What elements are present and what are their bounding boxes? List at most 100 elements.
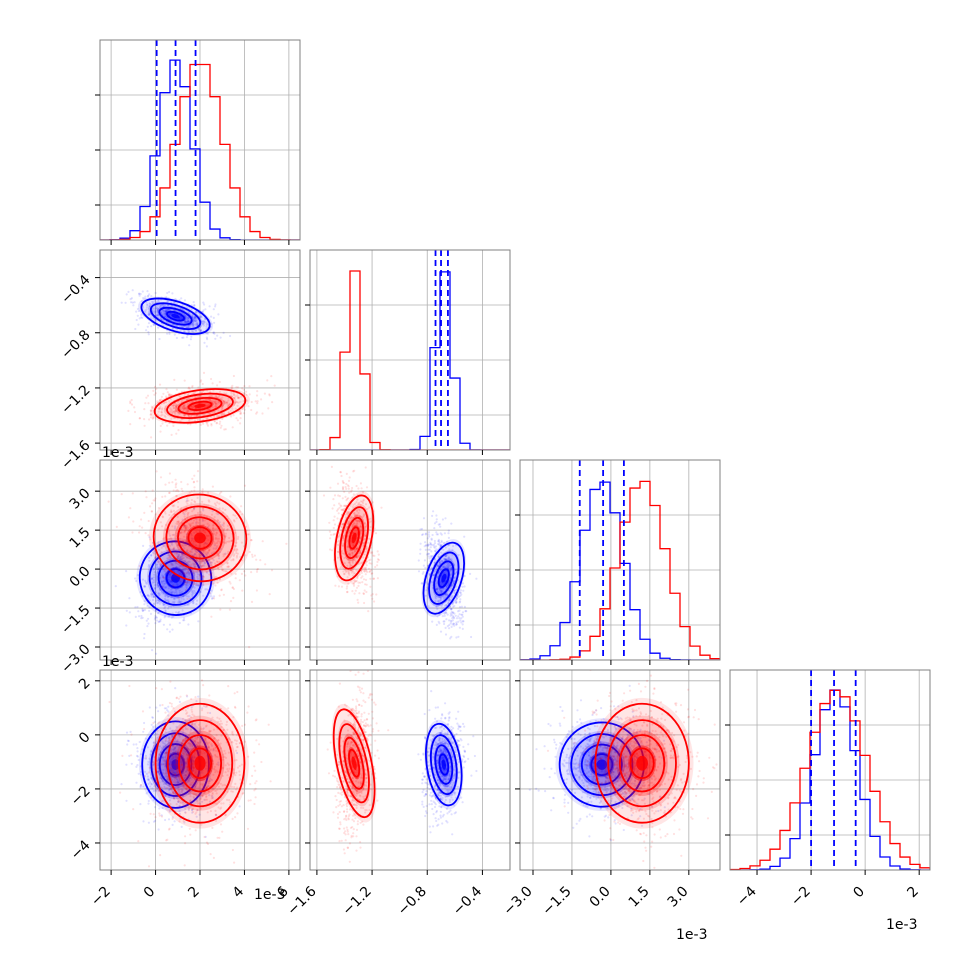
sample-point [173, 738, 177, 741]
density-band [194, 403, 206, 408]
sample-point [359, 552, 362, 555]
sample-point [461, 615, 464, 618]
sample-point [182, 407, 185, 410]
sample-point [191, 314, 194, 317]
sample-point [174, 405, 178, 408]
sample-point [175, 336, 178, 340]
sample-point [208, 591, 211, 595]
sample-point [210, 597, 214, 600]
sample-point [177, 596, 181, 600]
sample-point [332, 526, 335, 530]
sample-point [160, 550, 163, 554]
sample-point [152, 741, 155, 745]
sample-point [232, 519, 236, 522]
sample-point [224, 508, 227, 511]
sample-point [353, 502, 357, 505]
sample-point [267, 407, 270, 410]
sample-point [171, 541, 174, 544]
sample-point [155, 314, 158, 317]
sample-point [449, 607, 453, 611]
sample-point [214, 547, 217, 551]
sample-point [432, 510, 435, 513]
sample-point [227, 411, 230, 414]
sample-point [184, 581, 187, 585]
sample-point [170, 409, 173, 412]
sample-point [166, 291, 169, 295]
sample-point [147, 519, 150, 523]
sample-point [185, 509, 188, 512]
sample-point [193, 553, 197, 556]
sample-point [235, 517, 238, 520]
sample-point [217, 409, 220, 412]
sample-point [231, 586, 234, 589]
sample-point [158, 593, 161, 596]
sample-point [357, 554, 360, 557]
sample-point [154, 311, 157, 314]
sample-point [248, 646, 251, 649]
sample-point [230, 415, 233, 418]
sample-point [163, 616, 166, 619]
sample-point [219, 413, 222, 416]
sample-point [195, 528, 198, 531]
sample-point [186, 753, 189, 756]
sample-point [208, 800, 212, 803]
sample-point [186, 403, 190, 406]
sample-point [184, 410, 188, 413]
sample-point [226, 401, 229, 404]
sample-point [154, 385, 157, 388]
sample-point [430, 538, 433, 541]
sample-point [178, 299, 181, 302]
sample-point [237, 535, 240, 539]
sample-point [440, 533, 443, 536]
sample-point [141, 607, 144, 611]
sample-point [189, 728, 193, 731]
sample-point [229, 495, 232, 498]
sample-point [180, 573, 183, 576]
sample-point [442, 566, 445, 569]
sample-point [149, 316, 152, 319]
sample-point [172, 751, 175, 754]
sample-point [164, 775, 167, 778]
sample-point [176, 583, 179, 587]
sample-point [168, 313, 171, 316]
sample-point [197, 328, 200, 331]
sample-point [170, 301, 173, 304]
sample-point [223, 428, 226, 431]
sample-point [154, 291, 157, 295]
sample-point [196, 418, 199, 422]
sample-point [220, 424, 223, 427]
sample-point [190, 563, 193, 566]
sample-point [424, 544, 428, 547]
sample-point [346, 590, 349, 594]
sample-point [146, 775, 149, 778]
sample-point [156, 309, 159, 312]
sample-point [189, 550, 192, 553]
sample-point [157, 756, 160, 759]
sample-point [162, 576, 165, 579]
sample-point [177, 781, 181, 784]
sample-point [157, 506, 160, 510]
sample-point [217, 761, 220, 764]
sample-point [184, 750, 187, 753]
sample-point [183, 776, 186, 779]
sample-point [343, 573, 346, 576]
sample-point [367, 567, 371, 570]
sample-point [341, 487, 345, 490]
sample-point [183, 535, 186, 538]
sample-point [345, 487, 348, 490]
sample-point [170, 456, 172, 458]
sample-point [340, 508, 344, 511]
sample-point [445, 618, 448, 621]
sample-point [446, 613, 449, 616]
sample-point [347, 511, 350, 514]
sample-point [194, 740, 197, 743]
sample-point [187, 409, 190, 412]
sample-point [172, 548, 175, 551]
sample-point [128, 597, 131, 600]
sample-point [165, 316, 168, 319]
sample-point [452, 595, 455, 598]
sample-point [214, 303, 217, 306]
sample-point [199, 380, 202, 383]
sample-point [343, 556, 346, 560]
sample-point [174, 552, 177, 555]
